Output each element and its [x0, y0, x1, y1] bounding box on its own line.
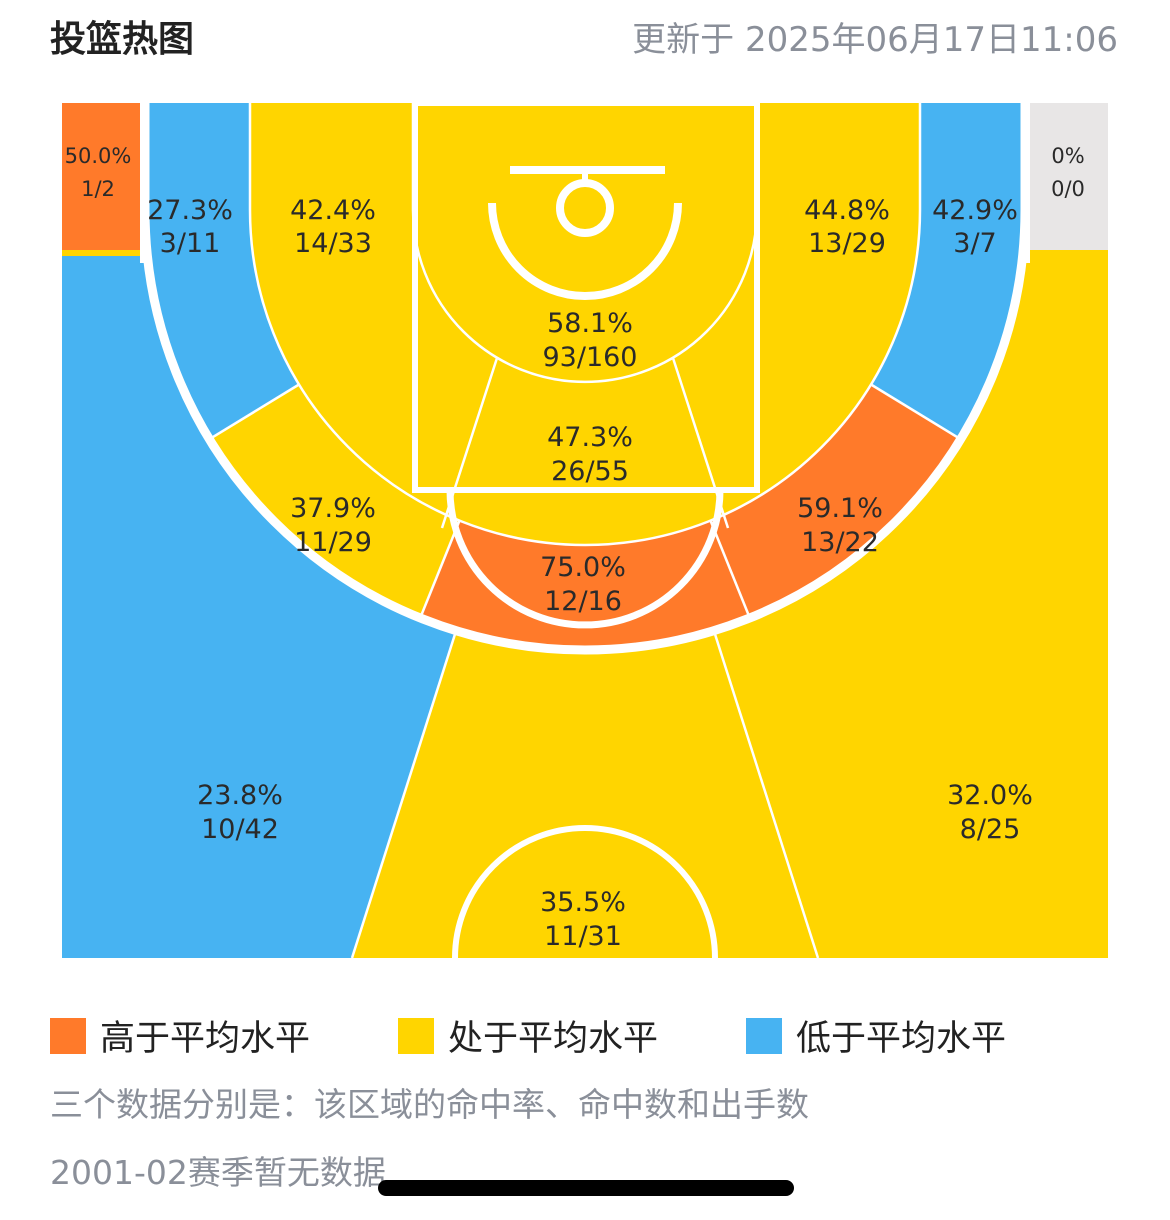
legend-item-above: 高于平均水平	[50, 1010, 398, 1061]
court-lines	[140, 100, 1030, 959]
zone-labels: 50.0% 1/2 27.3% 3/11 42.4% 14/33 58.1% 9…	[65, 144, 1085, 952]
zone-top-key-mid[interactable]	[420, 520, 750, 651]
legend-swatch-below	[746, 1017, 782, 1054]
zone-made-att: 13/29	[808, 228, 886, 259]
zone-pct: 42.4%	[290, 195, 376, 226]
zone-made-att: 26/55	[551, 456, 629, 487]
zone-left-wing-mid[interactable]	[209, 384, 460, 619]
zone-top-three[interactable]	[352, 631, 818, 958]
zone-pct: 0%	[1051, 144, 1084, 168]
zone-pct: 32.0%	[947, 780, 1033, 811]
zone-made-att: 12/16	[544, 586, 622, 617]
legend-label: 处于平均水平	[448, 1019, 659, 1059]
zone-pct: 59.1%	[797, 493, 883, 524]
zone-made-att: 10/42	[201, 814, 279, 845]
legend-label: 高于平均水平	[100, 1019, 311, 1059]
zone-made-att: 11/31	[544, 921, 622, 952]
legend-swatch-above	[50, 1017, 86, 1054]
zone-made-att: 3/11	[160, 228, 221, 259]
legend-label: 低于平均水平	[796, 1019, 1007, 1059]
page-title: 投篮热图	[50, 19, 195, 60]
zone-right-corner-three[interactable]	[871, 103, 1025, 440]
zone-right-wing-mid[interactable]	[710, 384, 961, 619]
zone-made-att: 0/0	[1051, 177, 1085, 201]
zone-pct: 47.3%	[547, 422, 633, 453]
zone-left-corner-three[interactable]	[145, 103, 299, 440]
zone-pct: 42.9%	[932, 195, 1018, 226]
zone-pct: 50.0%	[65, 144, 132, 168]
zone-pct: 27.3%	[147, 195, 233, 226]
zone-made-att: 93/160	[543, 342, 638, 373]
legend-item-average: 处于平均水平	[398, 1010, 746, 1061]
zone-made-att: 8/25	[960, 814, 1021, 845]
zone-pct: 35.5%	[540, 887, 626, 918]
explanation-note: 三个数据分别是：该区域的命中率、命中数和出手数	[50, 1085, 809, 1124]
zone-made-att: 14/33	[294, 228, 372, 259]
zone-pct: 23.8%	[197, 780, 283, 811]
zone-pct: 44.8%	[804, 195, 890, 226]
legend-swatch-average	[398, 1017, 434, 1054]
season-note: 2001-02赛季暂无数据	[50, 1153, 386, 1192]
zone-made-att: 3/7	[953, 228, 996, 259]
home-indicator[interactable]	[378, 1180, 794, 1196]
zone-pct: 58.1%	[547, 308, 633, 339]
zone-made-att: 11/29	[294, 527, 372, 558]
zone-pct: 75.0%	[540, 552, 626, 583]
zone-pct: 37.9%	[290, 493, 376, 524]
zone-made-att: 13/22	[801, 527, 879, 558]
legend-item-below: 低于平均水平	[746, 1010, 1094, 1061]
legend: 高于平均水平 处于平均水平 低于平均水平	[50, 1010, 1094, 1061]
zone-right-corner-far[interactable]	[1030, 103, 1108, 250]
updated-timestamp: 更新于 2025年06月17日11:06	[632, 20, 1118, 60]
zone-left-corner-far[interactable]	[62, 103, 140, 250]
zone-made-att: 1/2	[81, 177, 115, 201]
